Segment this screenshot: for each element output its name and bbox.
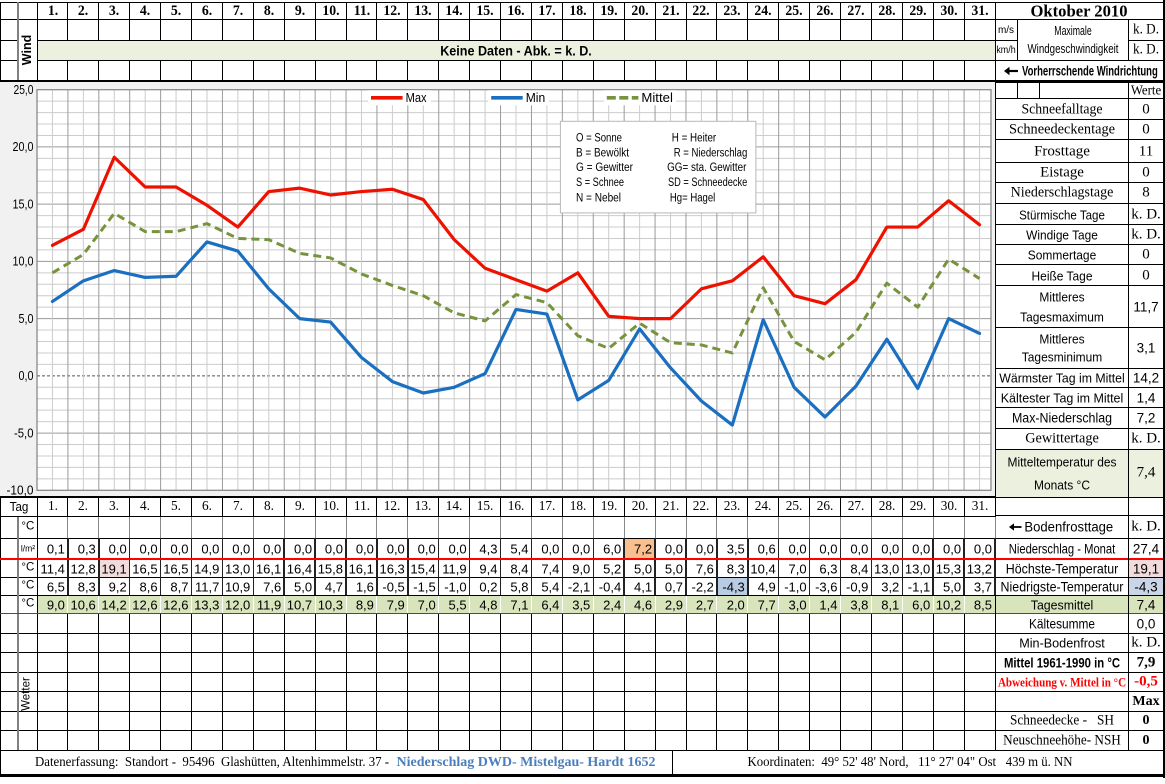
svg-text:G = Gewitter: G = Gewitter	[576, 160, 633, 174]
svg-text:10,0: 10,0	[13, 254, 34, 269]
svg-text:Mittel: Mittel	[641, 90, 673, 105]
svg-text:-10,0: -10,0	[7, 483, 34, 497]
svg-text:Min: Min	[526, 90, 545, 105]
svg-text:N = Nebel: N = Nebel	[576, 190, 621, 204]
svg-text:SD = Schneedecke: SD = Schneedecke	[668, 175, 748, 189]
svg-text:H = Heiter: H = Heiter	[672, 130, 716, 144]
svg-text:S = Schnee: S = Schnee	[576, 175, 624, 189]
svg-text:5,0: 5,0	[19, 311, 34, 326]
svg-text:-5,0: -5,0	[14, 425, 33, 440]
svg-text:0,0: 0,0	[19, 368, 34, 383]
svg-text:15,0: 15,0	[13, 196, 34, 211]
svg-text:GG= sta. Gewitter: GG= sta. Gewitter	[667, 160, 746, 174]
svg-text:B = Bewölkt: B = Bewölkt	[576, 145, 630, 159]
svg-text:R = Niederschlag: R = Niederschlag	[674, 145, 748, 159]
svg-text:25,0: 25,0	[14, 82, 34, 97]
svg-text:20,0: 20,0	[13, 139, 34, 154]
svg-text:Max: Max	[406, 90, 427, 105]
svg-text:O = Sonne: O = Sonne	[576, 130, 622, 144]
svg-text:Hg= Hagel: Hg= Hagel	[670, 190, 715, 204]
